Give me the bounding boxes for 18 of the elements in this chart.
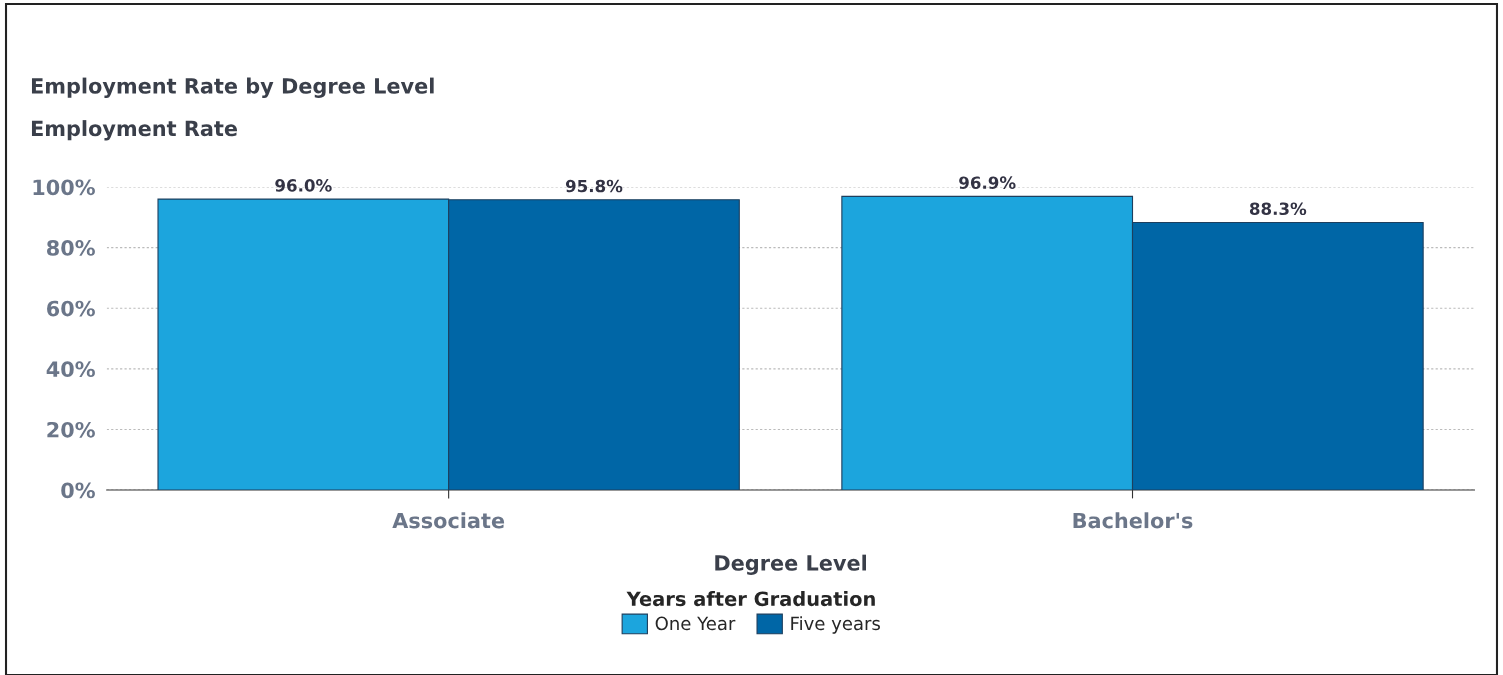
- legend-label: Five years: [791, 616, 880, 634]
- data-label: 88.3%: [1249, 202, 1307, 216]
- legend-label: One Year: [655, 616, 736, 631]
- y-tick-label: 60%: [47, 300, 95, 317]
- data-label: 95.8%: [565, 179, 623, 193]
- y-tick-label: 40%: [46, 361, 95, 378]
- data-label: 96.9%: [959, 176, 1016, 189]
- y-tick-label: 80%: [47, 240, 95, 256]
- x-tick-label: Associate: [392, 512, 505, 529]
- y-tick-label: 0%: [61, 482, 95, 499]
- data-label: 96.0%: [275, 179, 332, 192]
- y-tick-label: 20%: [47, 421, 95, 438]
- legend-title: Years after Graduation: [626, 591, 875, 607]
- y-axis-title: Employment Rate: [31, 120, 238, 141]
- y-tick-label: 100%: [33, 179, 95, 196]
- x-tick-label: Bachelor's: [1073, 512, 1193, 529]
- chart-title: Employment Rate by Degree Level: [31, 77, 434, 98]
- x-axis-title: Degree Level: [715, 554, 867, 575]
